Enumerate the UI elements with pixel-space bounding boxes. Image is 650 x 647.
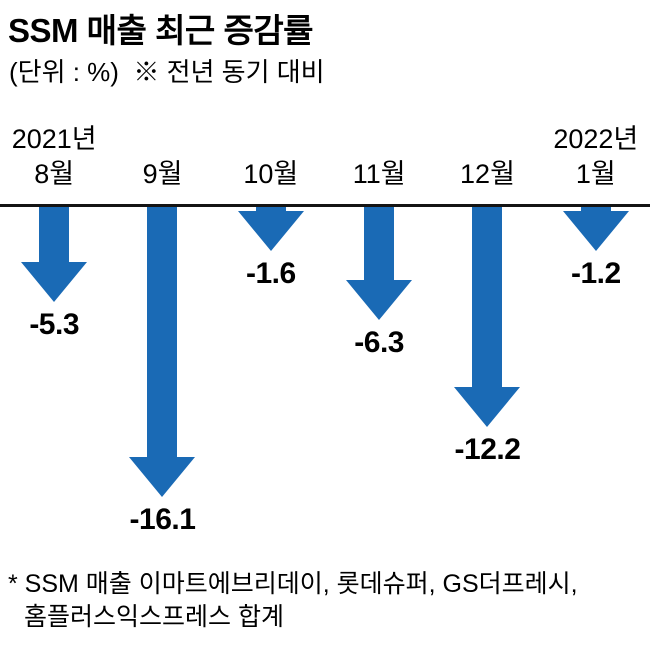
- chart-area: 2021년 8월 9월 10월 11월 12월 2022년 1월 -5.3 -16.1 -1.6-…: [0, 108, 650, 537]
- month-label: 8월: [34, 158, 75, 189]
- chart-column: -6.3: [325, 206, 433, 360]
- value-label: -1.2: [570, 256, 621, 290]
- value-label: -6.3: [354, 325, 404, 359]
- footnote-line-1: * SSM 매출 이마트에브리데이, 롯데슈퍼, GS더프레시,: [8, 569, 578, 598]
- month-label: 10월: [243, 158, 299, 189]
- month-label: 11월: [352, 158, 406, 189]
- footnote: * SSM 매출 이마트에브리데이, 롯데슈퍼, GS더프레시, 홈플러스익스프…: [8, 568, 578, 636]
- baseline: [0, 203, 650, 207]
- chart-column: -5.3: [0, 206, 108, 342]
- page-title: SSM 매출 최근 증감률: [8, 12, 314, 49]
- category-label-cell: 10월: [217, 108, 325, 204]
- month-label: 12월: [460, 158, 515, 189]
- down-arrow-icon: [346, 206, 413, 320]
- category-label-cell: 2022년 1월: [542, 108, 650, 204]
- footnote-line-2: 홈플러스익스프레스 합계: [24, 603, 284, 632]
- chart-column: -1.6: [217, 206, 325, 291]
- value-label: -12.2: [454, 432, 521, 466]
- category-label-cell: 12월: [433, 108, 541, 204]
- down-arrow-icon: [21, 206, 88, 302]
- value-label: -16.1: [129, 502, 196, 536]
- month-label: 9월: [142, 158, 183, 189]
- chart-column: -16.1: [108, 206, 216, 537]
- value-label: -5.3: [29, 307, 80, 341]
- year-label: 2022년: [553, 123, 639, 154]
- down-arrow-icon: [454, 206, 521, 427]
- chart-column: -1.2: [542, 206, 650, 291]
- down-arrow-icon: [562, 206, 629, 251]
- arrows-row: -5.3 -16.1 -1.6 -6.3 -12.2 -1.2: [0, 206, 650, 537]
- year-label: 2021년: [11, 123, 97, 154]
- chart-column: -12.2: [433, 206, 541, 467]
- category-label-cell: 9월: [108, 108, 216, 204]
- down-arrow-icon: [129, 206, 196, 497]
- category-labels-row: 2021년 8월 9월 10월 11월 12월 2022년 1월: [0, 108, 650, 204]
- down-arrow-icon: [237, 206, 304, 251]
- category-label-cell: 2021년 8월: [0, 108, 108, 204]
- month-label: 1월: [575, 158, 616, 189]
- chart-subtitle: (단위 : %) ※ 전년 동기 대비: [9, 56, 325, 87]
- value-label: -1.6: [245, 256, 296, 290]
- category-label-cell: 11월: [325, 108, 433, 204]
